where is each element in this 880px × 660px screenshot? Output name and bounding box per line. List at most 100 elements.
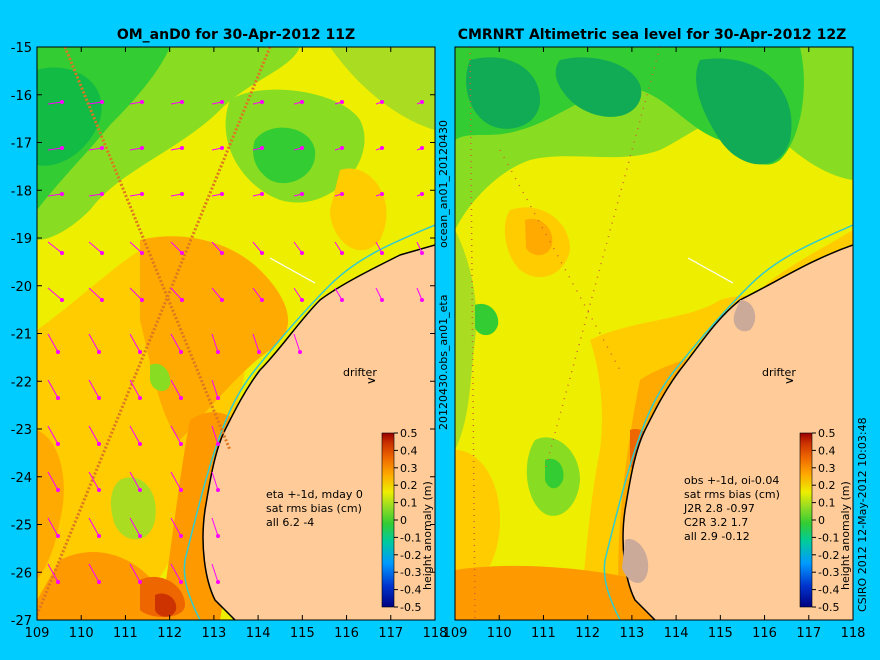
x-tick-label: 118: [841, 626, 866, 641]
vector-head: [100, 251, 104, 255]
colorbar-tick-label: 0.2: [400, 479, 418, 492]
vector-head: [260, 146, 264, 150]
left-stat-line: all 6.2 -4: [266, 516, 314, 529]
vector-head: [97, 442, 101, 446]
colorbar-tick-label: 0.3: [818, 462, 836, 475]
vector-arrow: [88, 147, 103, 151]
vector-arrow: [47, 287, 63, 301]
vector-arrow: [334, 241, 343, 254]
vector-arrow: [88, 379, 100, 399]
vector-head: [380, 146, 384, 150]
vector-head: [97, 580, 101, 584]
colorbar-tick-label: -0.5: [400, 601, 421, 614]
vector-head: [340, 192, 344, 196]
vector-arrow: [334, 287, 343, 301]
x-tick-label: 114: [246, 626, 271, 641]
vector-head: [420, 100, 424, 104]
vector-arrow: [88, 563, 100, 583]
vector-arrow: [129, 379, 141, 399]
left-drifter-label: drifter: [343, 366, 377, 379]
vector-arrow: [88, 193, 103, 197]
side-label-obs: 20120430.obs_an01_eta: [437, 295, 450, 430]
colorbar-tick-label: -0.2: [400, 549, 421, 562]
x-tick-label: 111: [531, 626, 556, 641]
left-stat-line: sat rms bias (cm): [266, 502, 362, 515]
y-tick-label: -18: [11, 184, 32, 199]
vector-arrow: [47, 563, 59, 583]
vector-arrow: [211, 425, 219, 445]
vector-arrow: [129, 471, 141, 491]
vector-arrow: [211, 379, 219, 399]
x-tick-label: 113: [201, 626, 226, 641]
vector-head: [97, 534, 101, 538]
y-tick-label: -17: [11, 137, 32, 152]
x-tick-label: 114: [664, 626, 689, 641]
vector-arrow: [375, 241, 383, 254]
left-colorbar: 0.5 0.4 0.3 0.2 0.1 0 -0.1 -0.2 -0.3 -0.4 -0.5 hei…: [381, 427, 434, 614]
vector-head: [140, 146, 144, 150]
vector-head: [56, 534, 60, 538]
vector-head: [138, 350, 142, 354]
y-tick-label: -20: [11, 280, 32, 295]
x-tick-label: 115: [708, 626, 733, 641]
vector-head: [97, 350, 101, 354]
vector-arrow: [129, 425, 141, 445]
x-tick-label: 110: [69, 626, 94, 641]
right-drifter-marker: >: [785, 374, 794, 387]
vector-head: [138, 534, 142, 538]
colorbar-tick-label: -0.2: [818, 549, 839, 562]
left-stat-line: eta +-1d, mday 0: [266, 488, 363, 501]
vector-head: [260, 298, 264, 302]
vector-head: [138, 396, 142, 400]
vector-arrow: [211, 333, 219, 353]
vector-head: [260, 251, 264, 255]
vector-arrow: [293, 287, 303, 301]
left-panel: OM_anD0 for 30-Apr-2012 11Z: [11, 27, 853, 641]
vector-head: [180, 298, 184, 302]
right-map-field: [455, 47, 853, 620]
vector-head: [97, 396, 101, 400]
vector-head: [380, 100, 384, 104]
vector-head: [216, 534, 220, 538]
vector-arrow: [88, 471, 100, 491]
x-tick-label: 112: [575, 626, 600, 641]
vector-head: [179, 396, 183, 400]
vector-head: [140, 192, 144, 196]
colorbar-tick-label: 0: [400, 514, 407, 527]
right-stat-line: all 2.9 -0.12: [684, 530, 750, 543]
vector-arrow: [252, 287, 263, 301]
vector-arrow: [129, 193, 143, 197]
vector-head: [300, 298, 304, 302]
x-tick-label: 116: [752, 626, 777, 641]
right-stat-line: sat rms bias (cm): [684, 488, 780, 501]
vector-arrow: [47, 471, 59, 491]
vector-arrow: [211, 241, 223, 254]
vector-head: [140, 100, 144, 104]
vector-head: [420, 298, 424, 302]
vector-arrow: [47, 379, 59, 399]
colorbar-tick-label: 0.2: [818, 479, 836, 492]
vector-head: [220, 146, 224, 150]
vector-head: [56, 580, 60, 584]
x-tick-label: 109: [25, 626, 50, 641]
right-colorbar: 0.5 0.4 0.3 0.2 0.1 0 -0.1 -0.2 -0.3 -0.4 -0.5 hei…: [799, 427, 852, 614]
vector-head: [140, 298, 144, 302]
vector-arrow: [88, 241, 103, 254]
y-tick-label: -27: [11, 614, 32, 629]
vector-head: [220, 298, 224, 302]
vector-head: [138, 488, 142, 492]
vector-head: [97, 488, 101, 492]
x-tick-label: 110: [487, 626, 512, 641]
colorbar-tick-label: 0.4: [400, 444, 418, 457]
vector-arrow: [47, 333, 59, 353]
right-stat-line: C2R 3.2 1.7: [684, 516, 748, 529]
left-drifter-marker: >: [367, 374, 376, 387]
colorbar-tick-label: -0.1: [818, 531, 839, 544]
vector-head: [340, 100, 344, 104]
vector-arrow: [129, 101, 143, 105]
vector-arrow: [416, 287, 423, 301]
vector-arrow: [170, 333, 182, 353]
vector-head: [216, 488, 220, 492]
left-x-axis: 109 110 111 112 113 114 115 116 117 118: [25, 47, 447, 641]
